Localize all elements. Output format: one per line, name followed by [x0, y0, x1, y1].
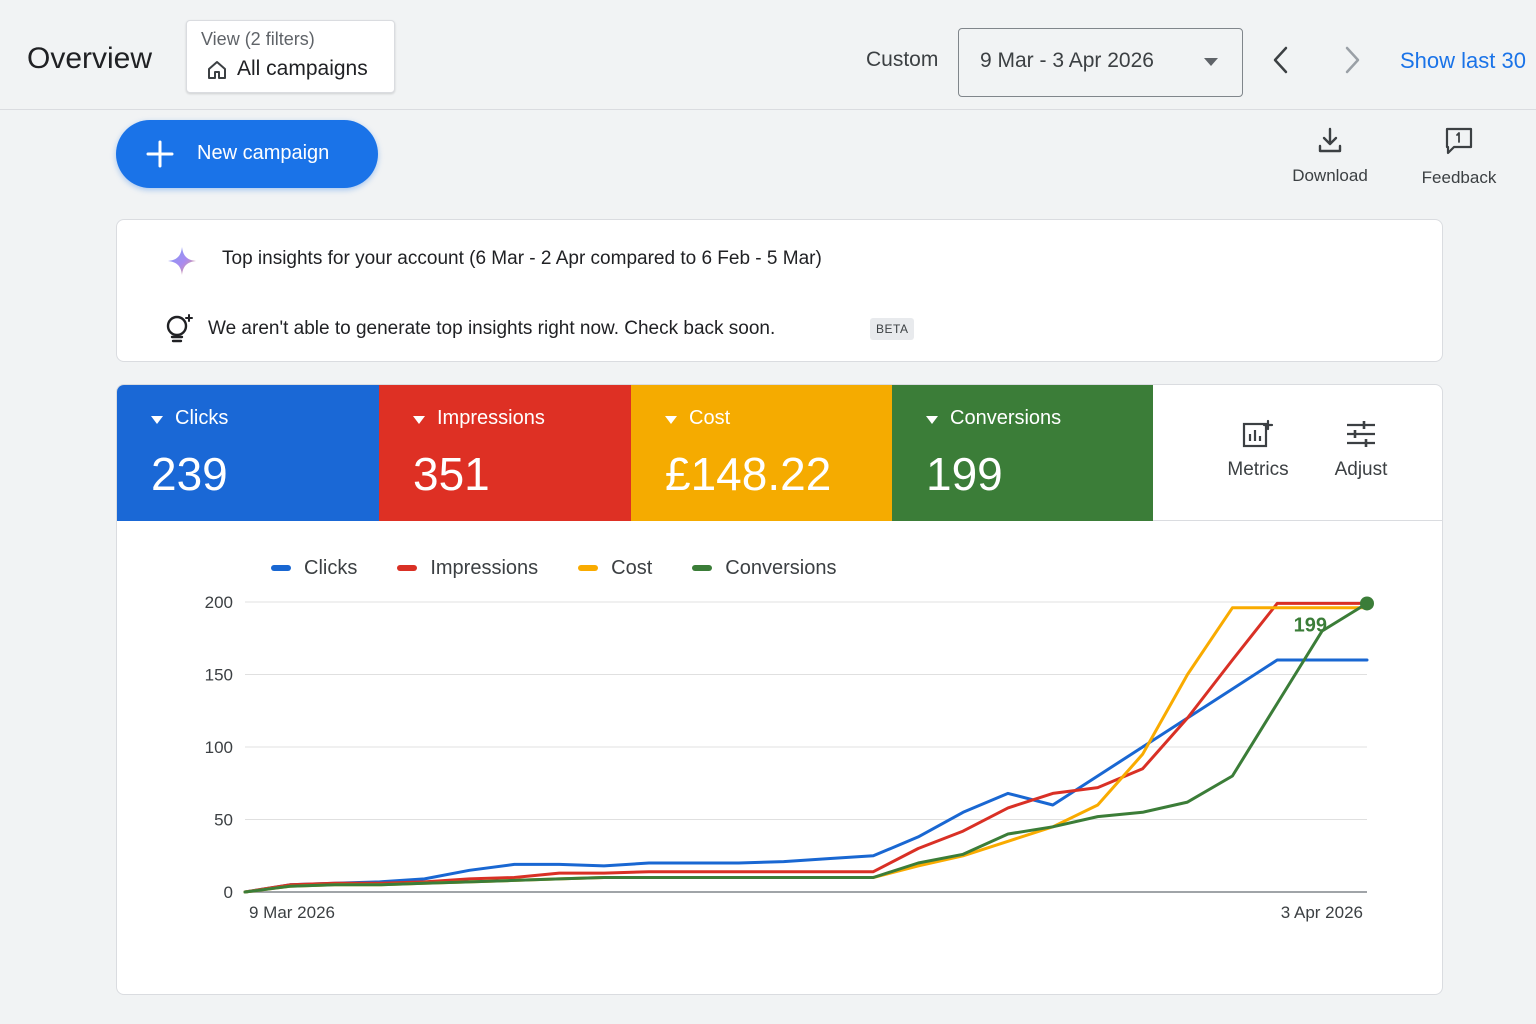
lightbulb-icon [166, 314, 193, 343]
chart-legend: Clicks Impressions Cost Conversions [271, 553, 876, 583]
home-icon [208, 61, 226, 79]
performance-line-chart: 0 50 100 150 200 9 Mar 2026 3 Apr 2026 199 [205, 593, 1374, 922]
download-label: Download [1292, 166, 1368, 185]
metric-label: Clicks [175, 407, 229, 429]
caret-down-icon [926, 416, 938, 424]
metric-value: 199 [926, 448, 1003, 500]
chevron-right-icon[interactable] [1337, 42, 1367, 78]
download-icon [1318, 127, 1342, 153]
plus-icon [146, 140, 174, 168]
feedback-icon [1445, 127, 1473, 155]
legend-swatch [578, 565, 599, 571]
download-button[interactable]: Download [1275, 126, 1385, 186]
adjust-button[interactable]: Adjust [1316, 419, 1406, 481]
date-preset-label: Custom [866, 48, 939, 71]
y-tick-label: 150 [205, 666, 233, 685]
legend-label: Conversions [725, 556, 837, 579]
page-title: Overview [27, 42, 153, 75]
sparkle-icon [168, 247, 196, 275]
y-tick-label: 0 [224, 883, 233, 902]
divider [1153, 520, 1442, 521]
legend-label: Clicks [304, 556, 358, 579]
new-campaign-label: New campaign [197, 142, 330, 164]
legend-label: Impressions [430, 556, 539, 579]
new-campaign-button[interactable]: New campaign [116, 120, 378, 188]
legend-swatch [271, 565, 291, 571]
view-filter-value: All campaigns [237, 57, 368, 80]
metric-tile-cost[interactable]: Cost £148.22 [631, 385, 892, 521]
adjust-label: Adjust [1334, 459, 1388, 480]
view-filter-label: View (2 filters) [201, 29, 315, 49]
metric-tile-clicks[interactable]: Clicks 239 [117, 385, 379, 521]
y-tick-label: 100 [205, 738, 233, 757]
metric-label: Impressions [437, 407, 545, 429]
metrics-label: Metrics [1227, 459, 1289, 480]
series-line-impressions [243, 601, 1369, 894]
chart-add-icon [1242, 419, 1274, 448]
dropdown-caret-icon [1204, 58, 1218, 66]
legend-item-conversions[interactable]: Conversions [692, 553, 836, 583]
legend-item-clicks[interactable]: Clicks [271, 553, 357, 583]
y-tick-label: 200 [205, 593, 233, 612]
series-line-cost [243, 606, 1369, 894]
metric-label: Cost [689, 407, 731, 429]
series-line-clicks [243, 658, 1369, 894]
legend-item-cost[interactable]: Cost [578, 553, 652, 583]
metrics-button[interactable]: Metrics [1213, 419, 1303, 481]
chevron-left-icon[interactable] [1266, 42, 1296, 78]
beta-badge: BETA [870, 318, 915, 340]
data-label: 199 [1294, 614, 1327, 636]
x-tick-label: 3 Apr 2026 [1281, 903, 1363, 922]
x-tick-label: 9 Mar 2026 [249, 903, 335, 922]
caret-down-icon [413, 416, 425, 424]
data-point-highlight [1360, 596, 1374, 611]
insights-card: Top insights for your account (6 Mar - 2… [116, 219, 1443, 362]
show-last-30-link[interactable]: Show last 30 [1400, 48, 1526, 73]
metric-tile-conversions[interactable]: Conversions 199 [892, 385, 1153, 521]
top-bar: Overview View (2 filters) All campaigns … [0, 0, 1536, 110]
legend-item-impressions[interactable]: Impressions [397, 553, 538, 583]
performance-card: Clicks 239 Impressions 351 Cost £148.22 … [116, 384, 1443, 995]
metric-value: £148.22 [665, 448, 832, 500]
feedback-label: Feedback [1421, 168, 1497, 187]
series-line-conversions [243, 601, 1369, 894]
insights-message: We aren't able to generate top insights … [208, 318, 776, 339]
sliders-icon [1347, 421, 1375, 447]
legend-swatch [692, 565, 713, 571]
campaign-view-selector[interactable]: View (2 filters) All campaigns [186, 20, 395, 93]
caret-down-icon [665, 416, 677, 424]
date-range-dropdown[interactable]: 9 Mar - 3 Apr 2026 [958, 28, 1243, 97]
legend-label: Cost [611, 556, 653, 579]
y-tick-label: 50 [214, 811, 233, 830]
metric-label: Conversions [950, 407, 1062, 429]
caret-down-icon [151, 416, 163, 424]
metric-value: 239 [151, 448, 228, 500]
feedback-button[interactable]: Feedback [1404, 126, 1514, 188]
legend-swatch [397, 565, 418, 571]
metric-tile-impressions[interactable]: Impressions 351 [379, 385, 631, 521]
insights-title: Top insights for your account (6 Mar - 2… [222, 248, 822, 269]
date-range-value: 9 Mar - 3 Apr 2026 [980, 49, 1154, 72]
metric-value: 351 [413, 448, 490, 500]
